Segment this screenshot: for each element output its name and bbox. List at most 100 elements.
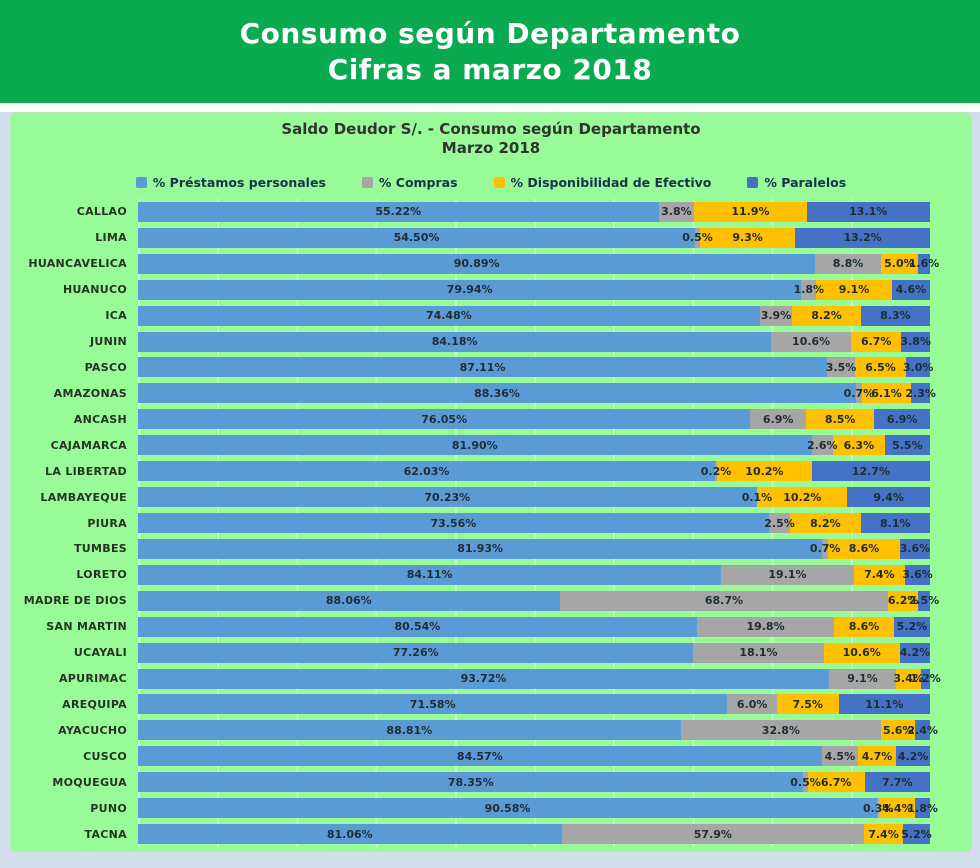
- stacked-bar: 62.03% 0.2% 10.2% 12.7%: [138, 461, 930, 482]
- stacked-bar: 74.48% 3.9% 8.2% 8.3%: [138, 305, 930, 326]
- chart-row: PUNO 90.58% 0.3% 4.4% 1.8%: [11, 795, 971, 821]
- chart-row: HUANUCO 79.94% 1.8% 9.1% 4.6%: [11, 277, 971, 303]
- stacked-bar: 88.81% 32.8% 5.6% 2.4%: [138, 720, 938, 741]
- bar-segment: 1.8%: [794, 279, 824, 300]
- stacked-bar: 84.18% 10.6% 6.7% 3.8%: [138, 331, 931, 352]
- legend-label: % Paralelos: [764, 175, 847, 190]
- bar-segment: 88.36%: [138, 383, 857, 404]
- chart-row: JUNIN 84.18% 10.6% 6.7% 3.8%: [11, 329, 971, 355]
- stacked-bar: 90.89% 8.8% 5.0% 1.6%: [138, 253, 939, 274]
- bar-segment: 9.4%: [847, 487, 930, 508]
- category-label: AREQUIPA: [62, 697, 127, 711]
- stacked-bar: 73.56% 2.5% 8.2% 8.1%: [138, 513, 930, 534]
- bar-value-label: 5.5%: [892, 438, 923, 452]
- bar-value-label: 8.1%: [880, 516, 911, 530]
- chart-row: APURIMAC 93.72% 9.1% 3.4% 1.2%: [11, 666, 971, 692]
- bar-value-label: 3.6%: [902, 568, 933, 582]
- bar-segment: 8.1%: [860, 513, 930, 534]
- chart-title: Saldo Deudor S/. - Consumo según Departa…: [11, 120, 971, 158]
- legend-swatch-icon: [361, 177, 373, 188]
- bar-segment: 8.6%: [834, 616, 894, 637]
- bar-segment: 8.6%: [828, 538, 900, 559]
- bar-value-label: 0.1%: [741, 490, 773, 504]
- category-label: CUSCO: [83, 749, 127, 763]
- bar-segment: 0.5%: [790, 772, 821, 793]
- bar-value-label: 7.5%: [792, 697, 823, 711]
- bar-value-label: 84.18%: [431, 335, 478, 349]
- bar-value-label: 0.7%: [843, 386, 875, 400]
- chart-row: HUANCAVELICA 90.89% 8.8% 5.0% 1.6%: [11, 251, 971, 277]
- bar-segment: 90.58%: [138, 798, 877, 819]
- bar-value-label: 80.54%: [394, 620, 441, 634]
- bar-value-label: 84.57%: [456, 749, 503, 763]
- bar-segment: 3.5%: [826, 357, 856, 378]
- chart-title-line1: Saldo Deudor S/. - Consumo según Departa…: [281, 120, 701, 138]
- bar-value-label: 1.8%: [907, 801, 938, 815]
- bar-segment: 5.2%: [893, 616, 930, 637]
- bar-segment: 78.35%: [138, 772, 804, 793]
- bar-value-label: 84.11%: [406, 568, 453, 582]
- bar-segment: 13.2%: [795, 227, 930, 248]
- bar-segment: 9.1%: [828, 668, 897, 689]
- legend-item-1: % Compras: [361, 175, 458, 190]
- legend-swatch-icon: [747, 177, 759, 188]
- category-label: AMAZONAS: [53, 386, 127, 400]
- bar-value-label: 10.2%: [745, 464, 784, 478]
- bar-segment: 19.8%: [696, 616, 835, 637]
- stacked-bar: 76.05% 6.9% 8.5% 6.9%: [138, 409, 930, 430]
- bar-segment: 8.8%: [815, 253, 881, 274]
- stacked-bar: 84.57% 4.5% 4.7% 4.2%: [138, 746, 930, 767]
- stacked-bar: 90.58% 0.3% 4.4% 1.8%: [138, 798, 938, 819]
- bar-segment: 5.5%: [884, 435, 930, 456]
- bar-value-label: 62.03%: [403, 464, 450, 478]
- chart-row: AYACUCHO 88.81% 32.8% 5.6% 2.4%: [11, 717, 971, 743]
- bar-value-label: 55.22%: [375, 205, 422, 219]
- bar-value-label: 8.8%: [832, 257, 864, 271]
- bar-value-label: 5.0%: [884, 257, 915, 271]
- bar-value-label: 81.90%: [451, 438, 498, 452]
- bar-segment: 6.1%: [861, 383, 912, 404]
- bar-segment: 2.6%: [807, 435, 838, 456]
- legend-item-2: % Disponibilidad de Efectivo: [493, 175, 711, 190]
- bar-value-label: 4.2%: [897, 749, 929, 763]
- bar-value-label: 71.58%: [409, 697, 456, 711]
- category-label: LA LIBERTAD: [45, 464, 127, 478]
- bar-segment: 2.4%: [907, 720, 938, 741]
- chart-row: PIURA 73.56% 2.5% 8.2% 8.1%: [11, 510, 971, 536]
- bar-value-label: 8.6%: [848, 542, 880, 556]
- bar-value-label: 87.11%: [459, 360, 506, 374]
- category-label: PIURA: [87, 516, 127, 530]
- bar-value-label: 3.4%: [893, 672, 924, 686]
- bar-segment: 6.3%: [832, 435, 885, 456]
- bar-segment: 90.89%: [138, 253, 816, 274]
- category-label: SAN MARTIN: [46, 620, 127, 634]
- category-label: ANCASH: [73, 412, 127, 426]
- bar-segment: 10.6%: [823, 642, 900, 663]
- bar-segment: 55.22%: [138, 201, 659, 222]
- bar-segment: 4.5%: [821, 746, 859, 767]
- chart-row: TUMBES 81.93% 0.7% 8.6% 3.6%: [11, 536, 971, 562]
- bar-segment: 80.54%: [138, 616, 697, 637]
- bar-segment: 93.72%: [138, 668, 829, 689]
- bar-value-label: 4.6%: [895, 283, 927, 297]
- bar-value-label: 6.2%: [887, 594, 919, 608]
- bar-segment: 10.2%: [757, 487, 848, 508]
- bar-value-label: 76.05%: [421, 412, 468, 426]
- bar-value-label: 5.2%: [901, 827, 932, 841]
- chart-row: LORETO 84.11% 19.1% 7.4% 3.6%: [11, 562, 971, 588]
- bar-segment: 10.2%: [716, 461, 812, 482]
- bar-value-label: 8.2%: [811, 309, 842, 323]
- bar-segment: 8.2%: [792, 305, 861, 326]
- bar-value-label: 32.8%: [761, 723, 800, 737]
- bar-segment: 3.9%: [759, 305, 793, 326]
- legend-item-0: % Préstamos personales: [135, 175, 326, 190]
- legend-item-3: % Paralelos: [747, 175, 846, 190]
- chart-row: CAJAMARCA 81.90% 2.6% 6.3% 5.5%: [11, 432, 971, 458]
- stacked-bar: 78.35% 0.5% 6.7% 7.7%: [138, 772, 930, 793]
- bar-segment: 7.4%: [853, 564, 906, 585]
- bar-value-label: 2.5%: [764, 516, 795, 530]
- bar-segment: 68.7%: [559, 590, 889, 611]
- category-label: CAJAMARCA: [50, 438, 127, 452]
- chart-row: MOQUEGUA 78.35% 0.5% 6.7% 7.7%: [11, 769, 971, 795]
- chart-row: ANCASH 76.05% 6.9% 8.5% 6.9%: [11, 406, 971, 432]
